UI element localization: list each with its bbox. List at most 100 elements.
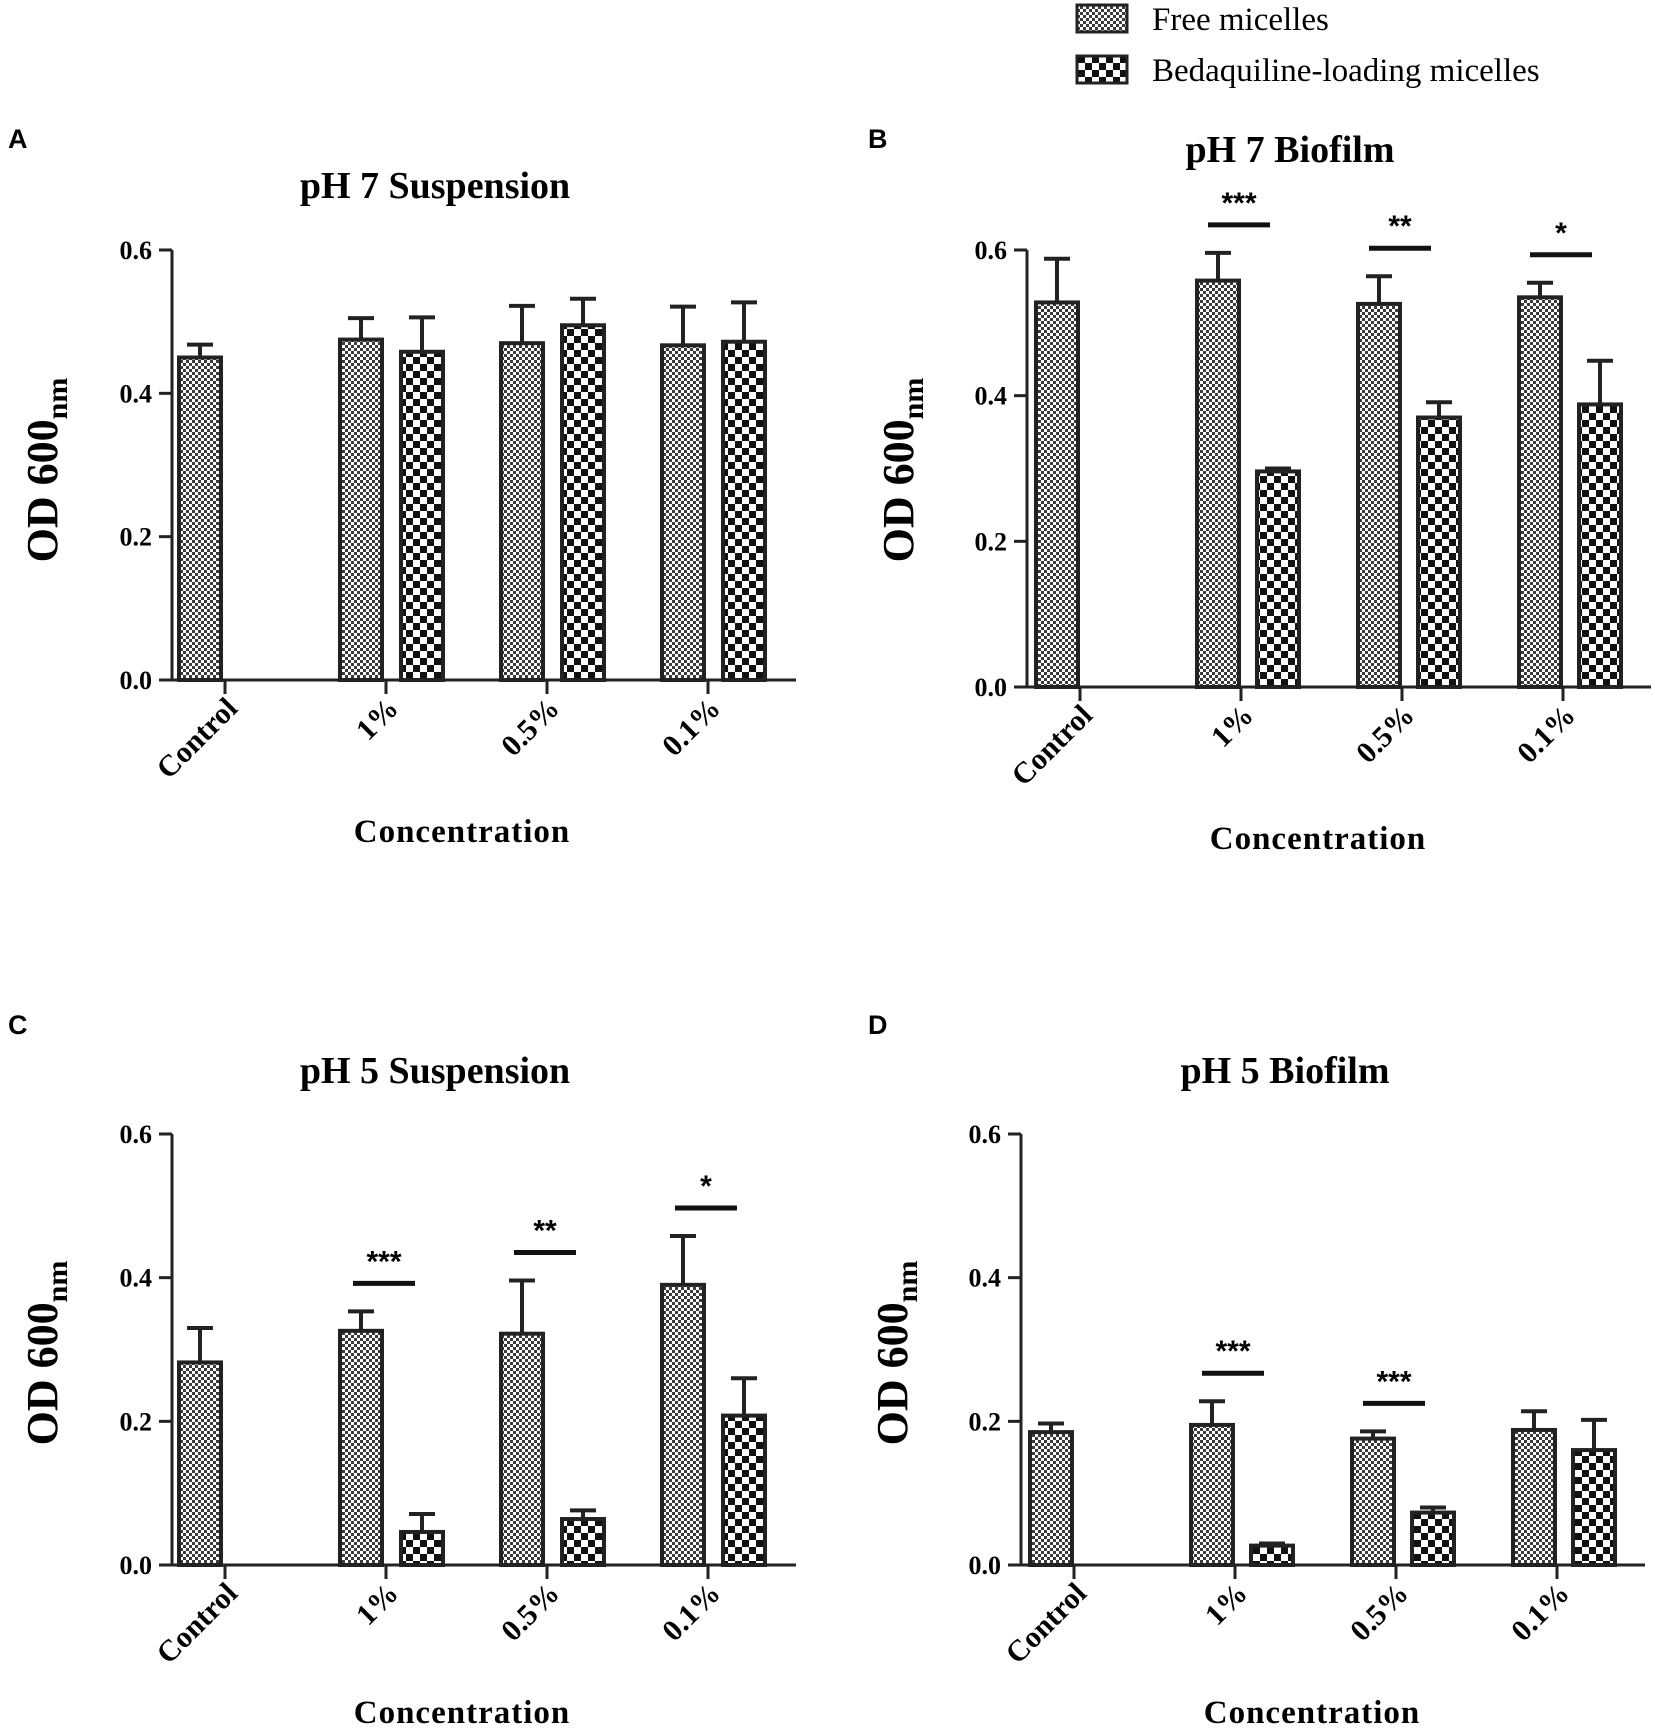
bar-bedaquiline-micelles: [560, 323, 606, 682]
bar-free-micelles: [1350, 1436, 1396, 1568]
x-axis-label: Concentration: [1210, 821, 1426, 857]
bar-free-micelles: [660, 343, 706, 682]
x-tick-label: 0.1%: [1505, 1577, 1576, 1648]
y-tick-label: 0.2: [120, 523, 153, 552]
bar-free-micelles: [338, 337, 384, 682]
chart-title: pH 7 Biofilm: [1185, 129, 1394, 171]
y-tick-label: 0.4: [969, 1264, 1002, 1293]
y-tick-label: 0.4: [120, 1264, 153, 1293]
y-axis-label-main: OD 600: [18, 419, 67, 562]
y-axis-label-subscript: nm: [891, 1261, 924, 1303]
y-axis-label: OD 600nm: [868, 1261, 924, 1446]
bar-bedaquiline-micelles: [560, 1517, 606, 1567]
y-tick-label: 0.6: [120, 1120, 153, 1149]
x-tick-label: Control: [1005, 699, 1099, 793]
bar-bedaquiline-micelles: [721, 1413, 767, 1567]
y-tick-label: 0.4: [975, 382, 1008, 411]
y-axis-label-main: OD 600: [874, 419, 923, 562]
bar-bedaquiline-micelles: [1410, 1510, 1456, 1567]
y-tick-label: 0.2: [975, 527, 1008, 556]
bar-bedaquiline-micelles: [399, 1529, 445, 1567]
y-tick-label: 0.0: [120, 1551, 153, 1580]
significance-label: *: [1555, 217, 1567, 250]
chart-title: pH 7 Suspension: [300, 165, 570, 207]
bar-free-micelles: [1034, 300, 1080, 689]
x-tick-label: 0.1%: [656, 692, 727, 763]
y-axis-label: OD 600nm: [874, 378, 930, 563]
bar-free-micelles: [1189, 1422, 1235, 1568]
y-tick-label: 0.0: [120, 666, 153, 695]
significance-label: **: [533, 1215, 557, 1248]
x-tick-label: 0.1%: [1511, 699, 1582, 770]
x-tick-label: 0.5%: [495, 1577, 566, 1648]
x-tick-label: Control: [150, 1577, 244, 1671]
y-axis-label-main: OD 600: [868, 1302, 917, 1445]
panel-letter: B: [868, 124, 888, 154]
bar-free-micelles: [177, 1360, 223, 1568]
y-axis-label-subscript: nm: [41, 1261, 74, 1303]
significance-label: *: [700, 1170, 712, 1203]
significance-label: **: [1388, 210, 1412, 243]
significance-label: ***: [1376, 1365, 1411, 1398]
legend-label-free: Free micelles: [1152, 2, 1329, 38]
bar-free-micelles: [499, 1331, 545, 1567]
bar-bedaquiline-micelles: [1416, 415, 1462, 689]
y-tick-label: 0.6: [120, 236, 153, 265]
x-axis-label: Concentration: [354, 1695, 570, 1728]
x-tick-label: 1%: [1199, 1577, 1254, 1632]
bar-free-micelles: [1356, 301, 1402, 689]
bar-free-micelles: [338, 1328, 384, 1568]
panel-letter: D: [868, 1010, 888, 1040]
panel-letter: A: [8, 124, 28, 154]
panel-d: DpH 5 Biofilm 0.0 0.2 0.4 0.6 OD 600nm Concent…: [868, 1010, 1645, 1728]
x-tick-label: 0.1%: [656, 1577, 727, 1648]
y-tick-label: 0.6: [975, 236, 1008, 265]
bar-free-micelles: [1511, 1427, 1557, 1568]
legend-label-bdq: Bedaquiline-loading micelles: [1152, 53, 1540, 89]
y-tick-label: 0.4: [120, 379, 153, 408]
x-tick-label: 0.5%: [1350, 699, 1421, 770]
y-axis-label-main: OD 600: [18, 1302, 67, 1445]
bar-bedaquiline-micelles: [1255, 469, 1301, 689]
bar-free-micelles: [1195, 278, 1241, 689]
bar-bedaquiline-micelles: [721, 339, 767, 682]
bar-bedaquiline-micelles: [1577, 402, 1623, 689]
chart-title: pH 5 Biofilm: [1180, 1050, 1389, 1092]
y-tick-label: 0.0: [969, 1551, 1002, 1580]
legend-swatch-bdq: [1075, 54, 1129, 85]
legend: Free micelles Bedaquiline-loading micell…: [1075, 2, 1540, 89]
bar-bedaquiline-micelles: [399, 349, 445, 682]
panel-a: ApH 7 Suspension 0.0 0.2 0.4 0.6 OD 600nm Conc…: [8, 124, 796, 850]
x-tick-label: Control: [150, 692, 244, 786]
bar-free-micelles: [660, 1282, 706, 1567]
y-axis-label-subscript: nm: [41, 378, 74, 420]
y-axis-label-subscript: nm: [897, 378, 930, 420]
y-axis-label: OD 600nm: [18, 1261, 74, 1446]
x-axis-label: Concentration: [1204, 1695, 1420, 1728]
y-tick-label: 0.0: [975, 673, 1008, 702]
bar-bedaquiline-micelles: [1571, 1448, 1617, 1567]
panel-letter: C: [8, 1010, 28, 1040]
x-axis-label: Concentration: [354, 814, 570, 850]
x-tick-label: 1%: [1205, 699, 1260, 754]
bar-free-micelles: [1517, 295, 1563, 689]
x-tick-label: 1%: [350, 1577, 405, 1632]
x-tick-label: 1%: [350, 692, 405, 747]
y-tick-label: 0.2: [120, 1407, 153, 1436]
y-tick-label: 0.2: [969, 1407, 1002, 1436]
x-tick-label: 0.5%: [495, 692, 566, 763]
significance-label: ***: [366, 1245, 401, 1278]
y-tick-label: 0.6: [969, 1120, 1002, 1149]
significance-label: ***: [1221, 187, 1256, 220]
bar-free-micelles: [1028, 1430, 1074, 1567]
bar-free-micelles: [499, 341, 545, 682]
panel-c: CpH 5 Suspension 0.0 0.2 0.4 0.6 OD 600nm Conc…: [8, 1010, 796, 1728]
chart-title: pH 5 Suspension: [300, 1050, 570, 1092]
significance-label: ***: [1215, 1335, 1250, 1368]
x-tick-label: Control: [999, 1577, 1093, 1671]
bar-free-micelles: [177, 355, 223, 682]
bar-bedaquiline-micelles: [1249, 1543, 1295, 1567]
